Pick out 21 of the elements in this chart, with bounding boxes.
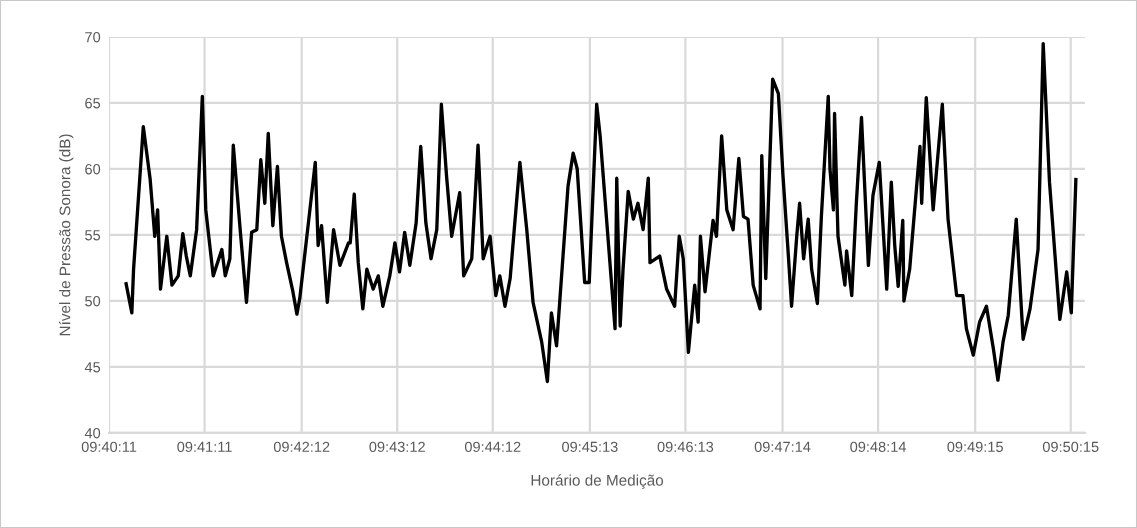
line-series — [124, 41, 1078, 384]
x-tick-label: 09:40:11 — [81, 441, 137, 453]
x-tick-label: 09:46:13 — [657, 441, 714, 453]
y-tick-label: 50 — [85, 296, 101, 307]
x-tick-label: 09:49:15 — [947, 441, 1003, 453]
y-tick-label: 70 — [85, 32, 101, 43]
y-tick-label: 45 — [84, 362, 101, 373]
x-tick-label: 09:45:13 — [562, 441, 618, 453]
y-tick-label: 55 — [85, 230, 101, 241]
x-tick-label: 09:48:14 — [850, 441, 907, 453]
y-tick-label: 60 — [85, 164, 101, 175]
y-tick-label: 40 — [84, 428, 101, 439]
x-tick-label: 09:50:15 — [1042, 441, 1099, 453]
y-axis-title: Nível de Pressão Sonora (dB) — [58, 134, 74, 336]
x-axis-title: Horário de Medição — [531, 474, 664, 489]
x-tick-label: 09:47:14 — [754, 441, 811, 453]
x-tick-label: 09:43:12 — [369, 441, 425, 453]
x-tick-label: 09:44:12 — [464, 441, 521, 453]
x-tick-label: 09:42:12 — [273, 441, 330, 453]
x-tick-label: 09:41:11 — [177, 441, 232, 453]
y-tick-label: 65 — [85, 98, 101, 109]
